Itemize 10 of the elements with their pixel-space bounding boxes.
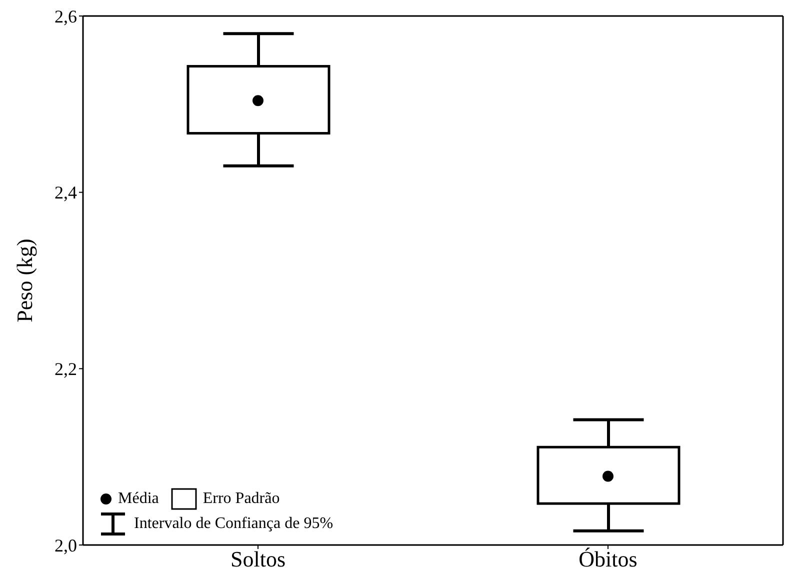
- x-tick-label: Soltos: [230, 546, 286, 572]
- y-tick-label: 2,2: [54, 359, 77, 380]
- x-tick-label: Óbitos: [578, 546, 638, 572]
- y-tick-label: 2,6: [54, 6, 77, 26]
- y-tick-label: 2,4: [54, 182, 77, 203]
- annotation: Erro Padrão: [202, 490, 280, 508]
- annotation: Intervalo de Confiança de 95%: [134, 515, 334, 533]
- y-axis-title: Peso (kg): [12, 238, 37, 322]
- annotation: Média: [118, 490, 159, 508]
- y-tick-label: 2,0: [54, 535, 77, 556]
